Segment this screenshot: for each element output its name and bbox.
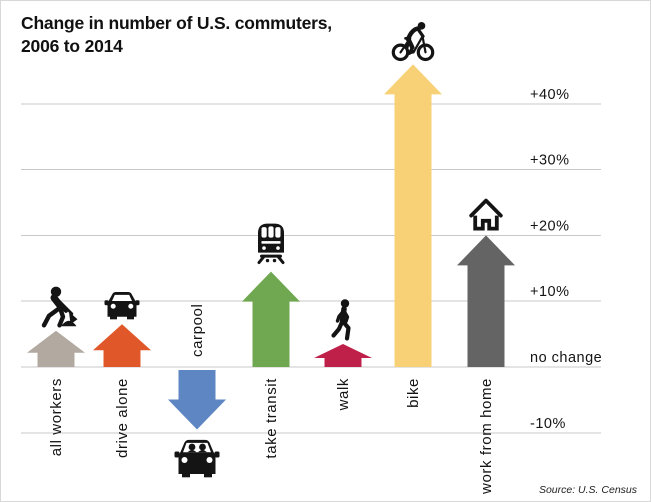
transit-trolley-icon bbox=[257, 223, 285, 265]
bicycle-rider-icon bbox=[391, 22, 435, 62]
y-axis-tick-label: no change bbox=[530, 350, 602, 366]
carpool-car-icon bbox=[174, 439, 220, 478]
y-axis-tick-label: +30% bbox=[530, 153, 570, 169]
house-icon bbox=[469, 198, 503, 231]
bar-arrow-take-transit bbox=[242, 271, 300, 367]
bar-arrow-work-from-home bbox=[457, 235, 515, 367]
category-label: walk bbox=[335, 378, 352, 411]
y-axis-tick-label: +40% bbox=[530, 87, 570, 103]
y-axis-tick-label: -10% bbox=[530, 416, 566, 432]
category-label: work from home bbox=[478, 378, 495, 495]
car-icon bbox=[104, 292, 140, 320]
chart-title: Change in number of U.S. commuters, 2006… bbox=[21, 12, 332, 58]
chart-title-line2: 2006 to 2014 bbox=[21, 36, 123, 56]
bar-arrow-all-workers bbox=[27, 330, 85, 367]
category-label: all workers bbox=[48, 378, 65, 456]
source-caption: Source: U.S. Census bbox=[538, 484, 637, 496]
category-label: take transit bbox=[263, 378, 280, 459]
category-label: drive alone bbox=[114, 378, 131, 458]
y-axis-tick-label: +20% bbox=[530, 218, 570, 234]
bar-arrow-bike bbox=[384, 64, 442, 367]
walking-person-icon bbox=[331, 299, 351, 341]
category-label: bike bbox=[405, 378, 422, 408]
worker-digging-icon bbox=[41, 286, 78, 328]
y-axis-tick-label: +10% bbox=[530, 284, 570, 300]
bar-arrow-walk bbox=[314, 343, 372, 367]
chart-title-line1: Change in number of U.S. commuters, bbox=[21, 13, 332, 33]
bar-arrow-drive-alone bbox=[93, 324, 151, 367]
bar-arrow-carpool bbox=[168, 370, 226, 430]
category-label: carpool bbox=[189, 304, 206, 357]
